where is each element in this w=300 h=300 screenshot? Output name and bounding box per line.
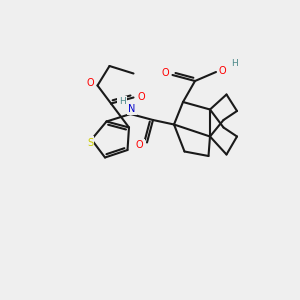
Text: O: O [86, 77, 94, 88]
Text: O: O [161, 68, 169, 79]
Text: O: O [219, 66, 226, 76]
Text: N: N [128, 103, 136, 114]
Text: O: O [137, 92, 145, 103]
Text: H: H [231, 59, 238, 68]
Text: S: S [87, 137, 93, 148]
Text: O: O [136, 140, 143, 151]
Text: H: H [119, 97, 125, 106]
